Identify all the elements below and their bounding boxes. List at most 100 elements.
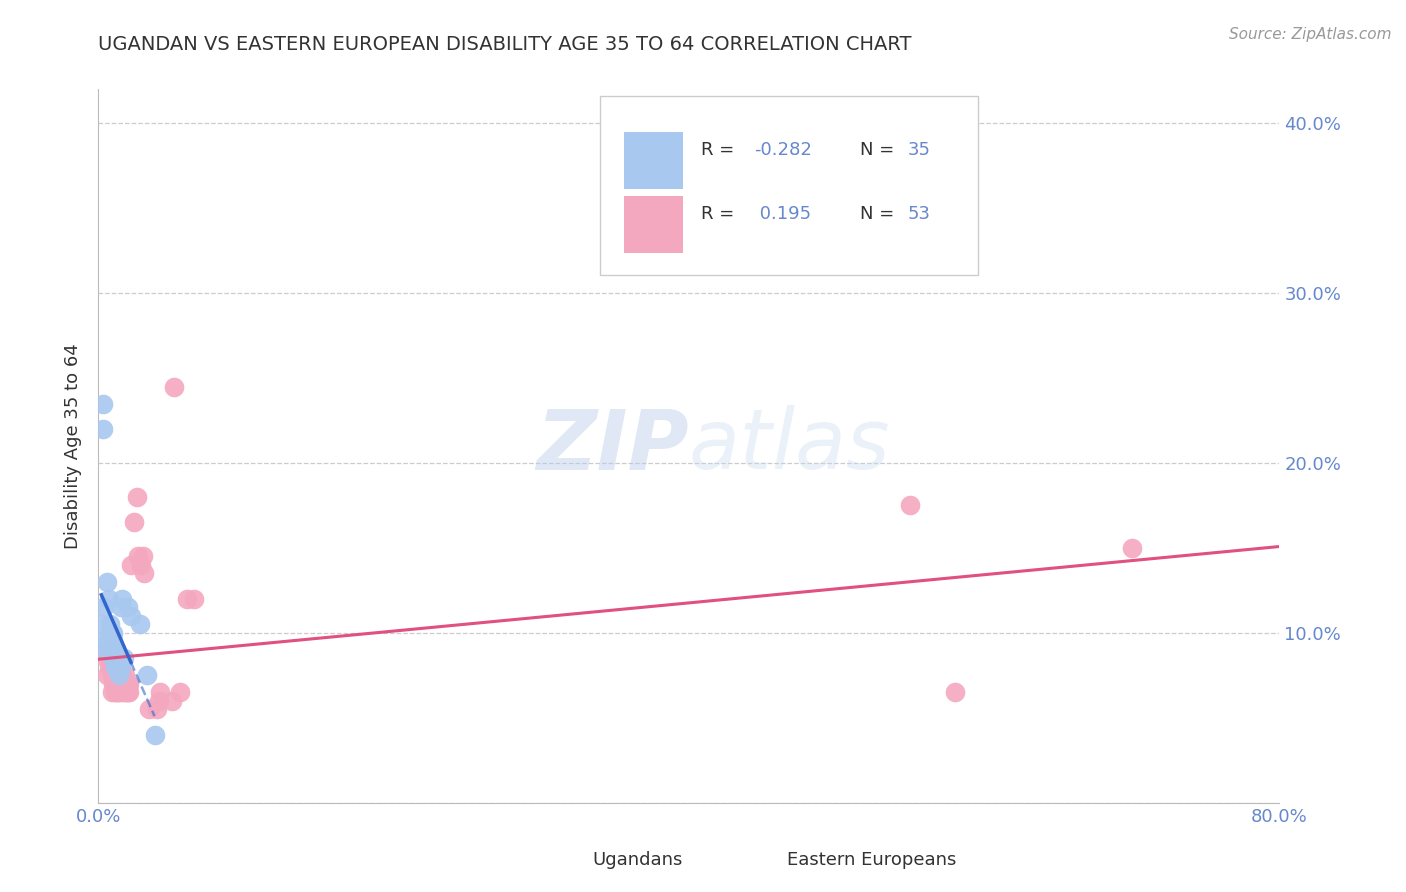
Point xyxy=(115,685,138,699)
Point xyxy=(117,677,139,691)
Point xyxy=(111,591,134,606)
Point xyxy=(114,685,136,699)
Text: Eastern Europeans: Eastern Europeans xyxy=(787,851,956,869)
Point xyxy=(115,677,138,691)
Point xyxy=(100,626,122,640)
Point xyxy=(148,694,170,708)
Point xyxy=(105,677,128,691)
Point xyxy=(111,668,134,682)
FancyBboxPatch shape xyxy=(600,96,979,275)
Point xyxy=(100,668,122,682)
Point xyxy=(108,668,131,682)
Point xyxy=(107,668,129,682)
FancyBboxPatch shape xyxy=(624,132,683,189)
Text: N =: N = xyxy=(860,141,900,159)
Point xyxy=(103,626,125,640)
Point xyxy=(107,660,129,674)
Point xyxy=(91,396,114,410)
Point xyxy=(103,660,125,674)
Point xyxy=(110,600,132,615)
Point xyxy=(104,685,127,699)
Point xyxy=(108,685,131,699)
Text: -0.282: -0.282 xyxy=(754,141,811,159)
Point xyxy=(93,634,115,648)
Point xyxy=(125,490,148,504)
Point xyxy=(163,379,186,393)
Point xyxy=(96,574,118,589)
Point xyxy=(110,677,132,691)
Text: 35: 35 xyxy=(907,141,931,159)
Point xyxy=(176,591,198,606)
Point xyxy=(120,558,142,572)
Point xyxy=(129,558,152,572)
Point xyxy=(128,617,150,632)
Point xyxy=(138,702,160,716)
Point xyxy=(94,643,117,657)
Point xyxy=(110,660,132,674)
FancyBboxPatch shape xyxy=(624,196,683,253)
Point xyxy=(98,617,121,632)
Text: R =: R = xyxy=(700,141,740,159)
Text: atlas: atlas xyxy=(689,406,890,486)
Point xyxy=(110,668,132,682)
Point xyxy=(112,677,135,691)
Y-axis label: Disability Age 35 to 64: Disability Age 35 to 64 xyxy=(65,343,83,549)
Point xyxy=(104,660,127,674)
Point xyxy=(100,685,122,699)
Text: Source: ZipAtlas.com: Source: ZipAtlas.com xyxy=(1229,27,1392,42)
Point xyxy=(134,566,156,581)
Point xyxy=(104,660,127,674)
Point xyxy=(97,660,120,674)
Point xyxy=(943,685,966,699)
Text: Ugandans: Ugandans xyxy=(592,851,682,869)
Point xyxy=(90,617,112,632)
Point xyxy=(108,677,131,691)
Point xyxy=(105,651,128,665)
Point xyxy=(120,608,142,623)
Text: N =: N = xyxy=(860,205,900,223)
Point xyxy=(169,685,191,699)
Point xyxy=(117,685,139,699)
Point xyxy=(107,685,129,699)
Point xyxy=(104,677,127,691)
Point xyxy=(118,685,141,699)
Point xyxy=(103,677,125,691)
Point xyxy=(112,677,135,691)
Point xyxy=(103,643,125,657)
Point xyxy=(93,600,115,615)
Point xyxy=(111,685,134,699)
Point xyxy=(132,549,155,564)
Point xyxy=(103,668,125,682)
Point xyxy=(112,651,135,665)
Point xyxy=(162,694,183,708)
Point xyxy=(117,600,139,615)
Point xyxy=(107,651,129,665)
Point xyxy=(94,651,117,665)
Point xyxy=(105,643,128,657)
Point xyxy=(104,651,127,665)
Point xyxy=(98,626,121,640)
Point xyxy=(149,685,172,699)
Point xyxy=(122,516,145,530)
Point xyxy=(107,677,129,691)
Point xyxy=(97,591,120,606)
Text: 53: 53 xyxy=(907,205,931,223)
Point xyxy=(136,668,159,682)
Point xyxy=(127,549,149,564)
Point xyxy=(1121,541,1143,555)
Point xyxy=(103,634,125,648)
Point xyxy=(183,591,205,606)
FancyBboxPatch shape xyxy=(738,845,779,876)
Point xyxy=(104,643,127,657)
Point xyxy=(105,685,128,699)
Text: UGANDAN VS EASTERN EUROPEAN DISABILITY AGE 35 TO 64 CORRELATION CHART: UGANDAN VS EASTERN EUROPEAN DISABILITY A… xyxy=(98,35,912,54)
Point xyxy=(98,643,121,657)
Text: ZIP: ZIP xyxy=(536,406,689,486)
Point xyxy=(97,634,120,648)
Point xyxy=(100,634,122,648)
Point xyxy=(103,651,125,665)
Point xyxy=(900,499,922,513)
Text: 0.195: 0.195 xyxy=(754,205,811,223)
Point xyxy=(143,728,166,742)
Point xyxy=(96,668,118,682)
